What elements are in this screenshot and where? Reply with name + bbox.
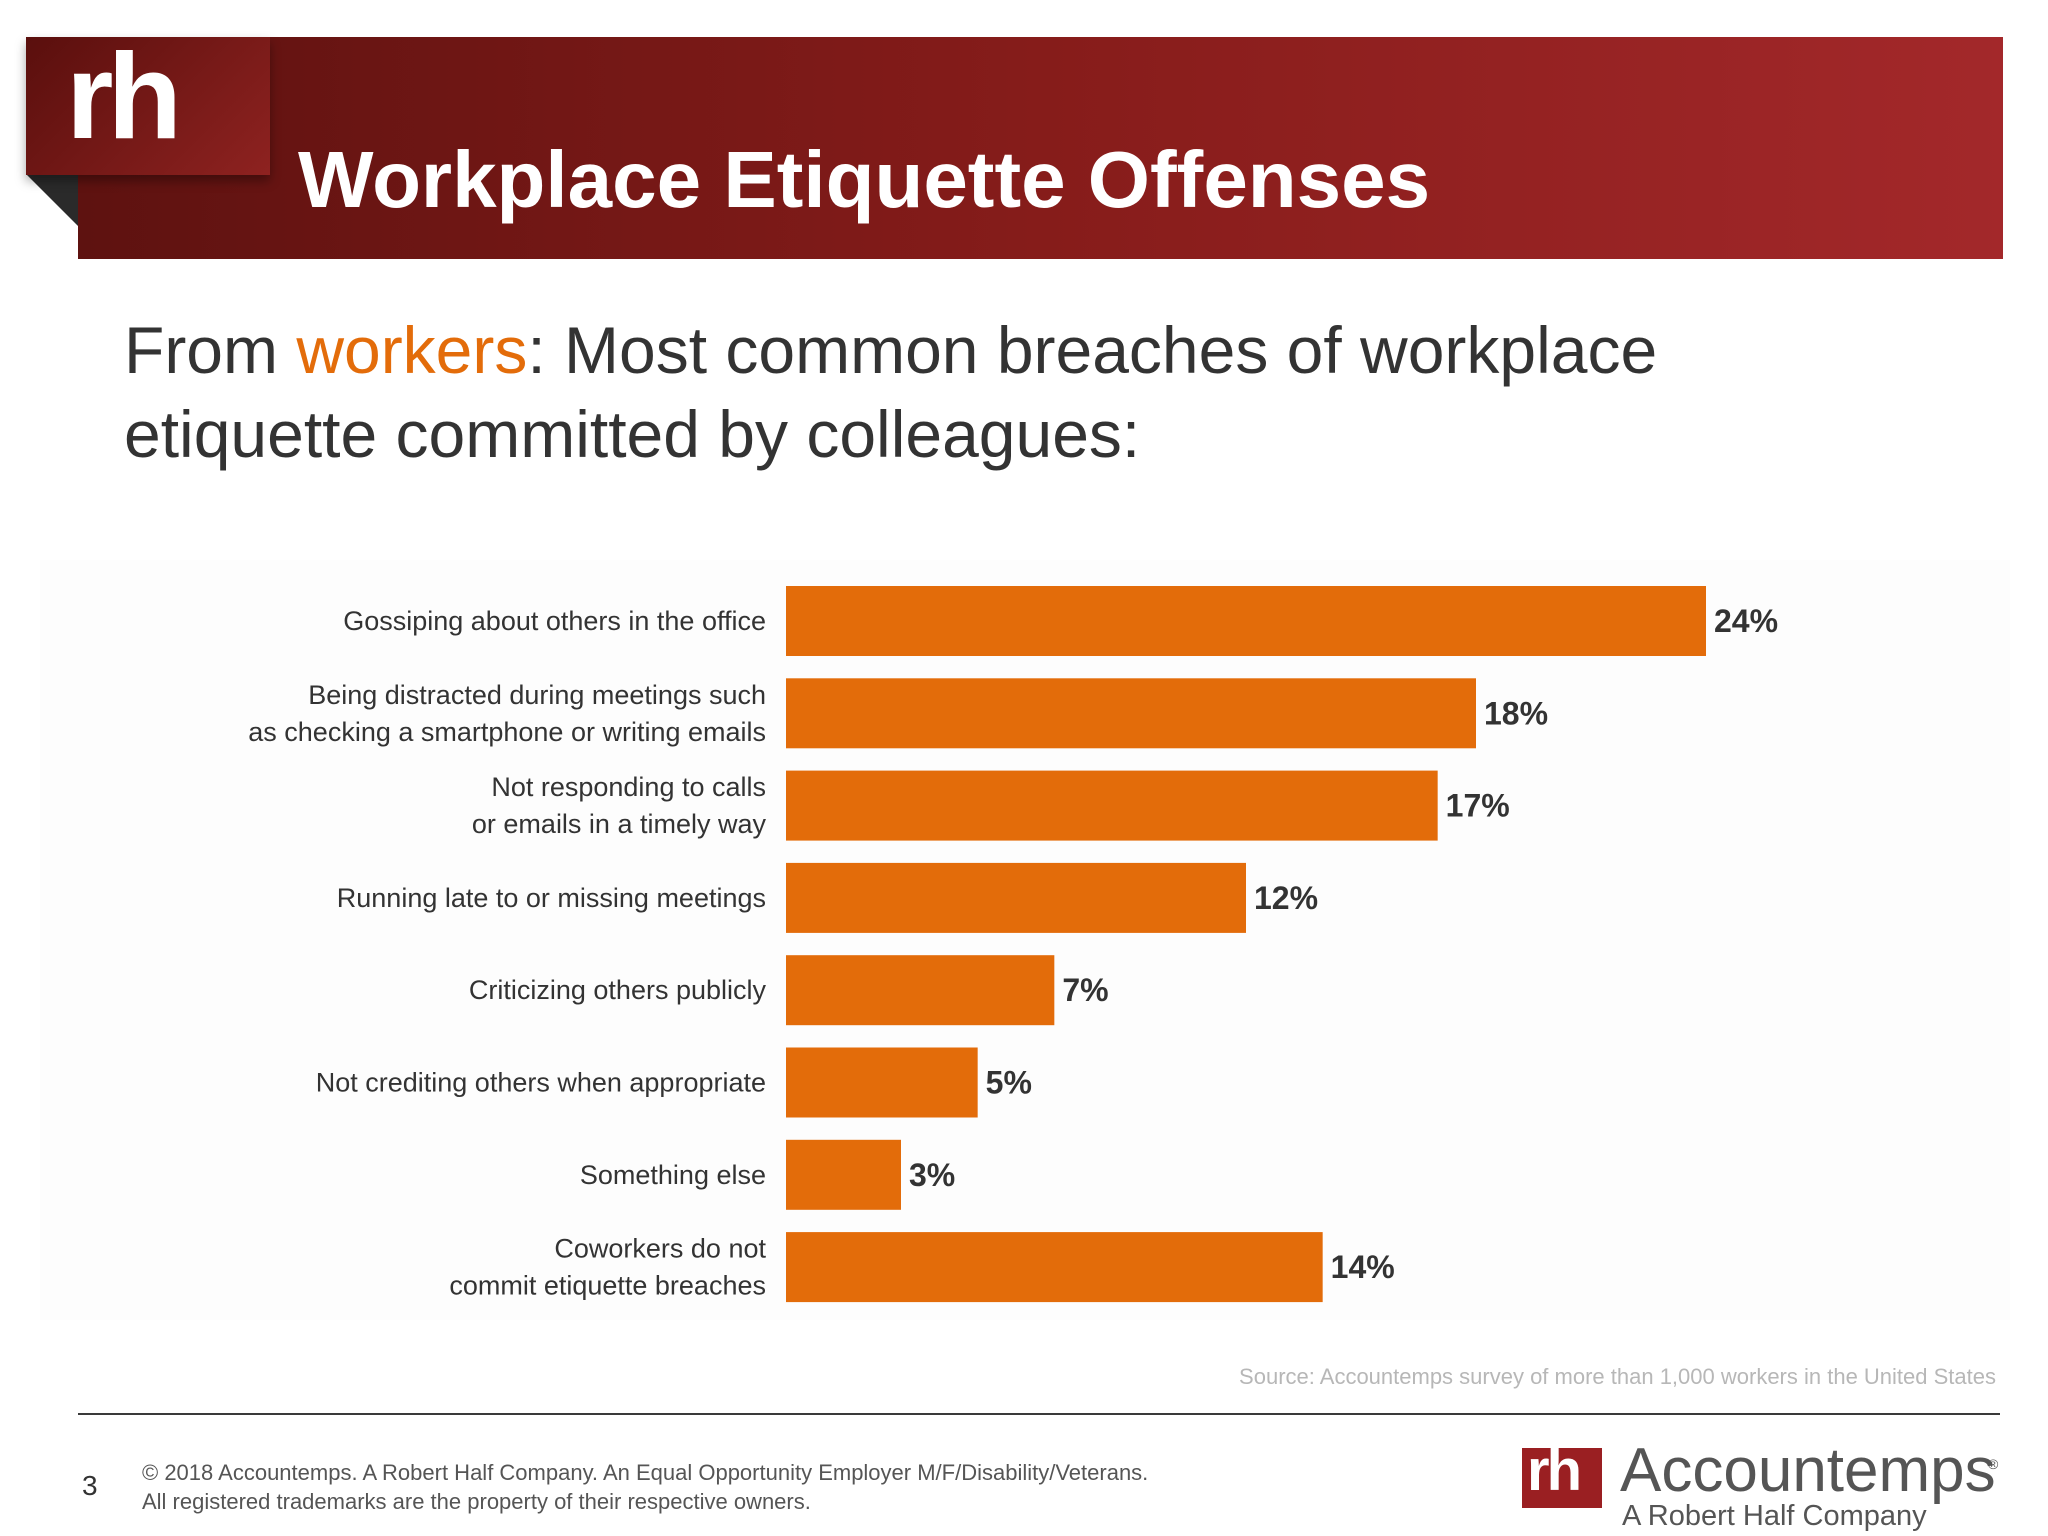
bar-4 <box>786 862 1246 933</box>
page-number: 3 <box>82 1470 98 1501</box>
bar-chart: 24% Gossiping about others in the office 1… <box>248 586 1778 1303</box>
subtitle-highlight: workers <box>296 313 528 387</box>
bar-8 <box>786 1232 1323 1303</box>
rh-logo <box>26 37 270 175</box>
brand-logo-text: rh <box>1527 1438 1582 1503</box>
bar-3 <box>786 770 1438 841</box>
category-label: as checking a smartphone or writing emai… <box>248 717 766 747</box>
bar-value-label: 14% <box>1331 1249 1395 1285</box>
category-label: or emails in a timely way <box>472 809 767 839</box>
rh-logo-text: rh <box>66 28 182 164</box>
bar-5 <box>786 955 1055 1026</box>
logo-fold <box>26 174 78 226</box>
brand-registered-mark: ® <box>1988 1456 1999 1472</box>
page-title: Workplace Etiquette Offenses <box>298 135 1431 224</box>
footer-divider <box>78 1413 2000 1415</box>
bar-value-label: 17% <box>1446 788 1510 824</box>
footer-line-1: © 2018 Accountemps. A Robert Half Compan… <box>142 1460 1149 1485</box>
brand-name: Accountemps <box>1620 1436 1996 1505</box>
bar-value-label: 12% <box>1254 880 1318 916</box>
bar-value-label: 3% <box>909 1157 955 1193</box>
category-label: commit etiquette breaches <box>449 1271 766 1301</box>
category-label: Not responding to calls <box>491 772 766 802</box>
category-label: Being distracted during meetings such <box>308 680 766 710</box>
footer-legal: © 2018 Accountemps. A Robert Half Compan… <box>142 1458 1148 1516</box>
header-band <box>78 37 2003 259</box>
bar-7 <box>786 1139 901 1210</box>
bar-1 <box>786 586 1706 656</box>
category-label: Criticizing others publicly <box>469 975 767 1005</box>
subtitle-rest: : Most common breaches of workplace etiq… <box>124 313 1658 471</box>
subtitle-prefix: From <box>124 313 297 387</box>
category-label: Something else <box>580 1160 766 1190</box>
category-label: Not crediting others when appropriate <box>316 1068 766 1098</box>
brand-logo-box <box>1522 1448 1602 1508</box>
subtitle: From workers: Most common breaches of wo… <box>124 308 1824 476</box>
bar-value-label: 5% <box>986 1065 1032 1101</box>
category-label: Gossiping about others in the office <box>343 606 766 636</box>
bar-value-label: 18% <box>1484 695 1548 731</box>
chart-area: 24% Gossiping about others in the office 1… <box>40 560 2010 1320</box>
bar-6 <box>786 1047 978 1118</box>
bar-2 <box>786 678 1476 749</box>
source-note: Source: Accountemps survey of more than … <box>1239 1364 1996 1389</box>
bar-value-label: 24% <box>1714 603 1778 639</box>
footer-line-2: All registered trademarks are the proper… <box>142 1489 811 1514</box>
category-label: Running late to or missing meetings <box>337 883 766 913</box>
brand-tagline: A Robert Half Company <box>1622 1500 1927 1532</box>
category-label: Coworkers do not <box>554 1234 766 1264</box>
bar-value-label: 7% <box>1062 972 1108 1008</box>
